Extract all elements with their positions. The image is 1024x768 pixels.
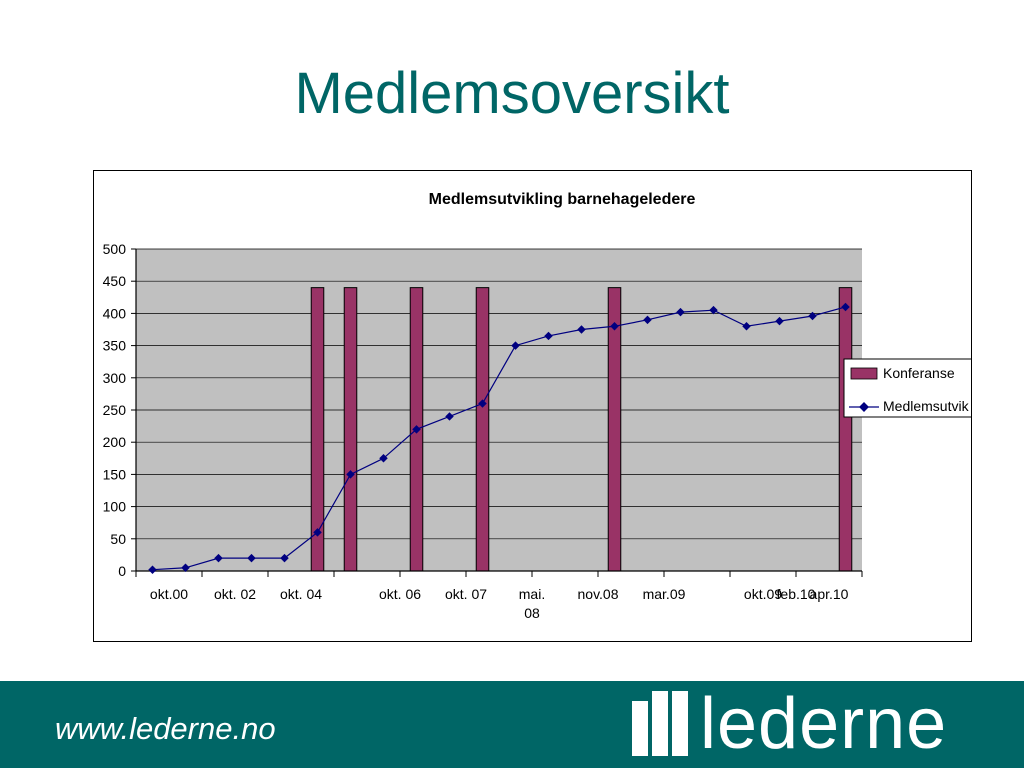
data-point <box>313 528 322 537</box>
y-tick-label: 400 <box>103 305 127 321</box>
slide-title: Medlemsoversikt <box>294 61 730 126</box>
bar <box>475 287 490 572</box>
x-tick-label: mai. 08 <box>519 586 545 621</box>
logo-mark-icon <box>632 691 688 756</box>
chart-svg: Medlemsutvikling barnehageledere 0 50 100 1… <box>103 191 971 621</box>
footer-band: www.lederne.no lederne <box>0 681 1024 768</box>
y-tick-label: 300 <box>103 370 127 386</box>
y-tick-label: 500 <box>103 241 127 257</box>
chart-frame: Medlemsutvikling barnehageledere 0 50 100 1… <box>93 170 972 642</box>
data-point <box>412 425 421 434</box>
lederne-logo: lederne <box>630 684 990 764</box>
data-point <box>478 399 487 408</box>
y-tick-label: 50 <box>110 531 126 547</box>
chart-title: Medlemsutvikling barnehageledere <box>429 191 696 208</box>
data-point <box>148 565 157 574</box>
series-line <box>152 306 846 571</box>
x-tick-label: okt.00 <box>150 586 188 602</box>
x-tick-label: okt. 07 <box>445 586 487 602</box>
data-point <box>280 553 289 563</box>
x-tick-label: nov.08 <box>578 586 619 602</box>
line-series <box>148 302 850 574</box>
data-point <box>742 322 751 331</box>
x-tick-label: mar.09 <box>643 586 686 602</box>
x-tick-label: apr.10 <box>810 586 849 602</box>
data-point <box>610 322 619 331</box>
y-tick-label: 200 <box>103 434 127 450</box>
legend-label-bar: Konferanse <box>883 365 955 381</box>
footer-url[interactable]: www.lederne.no <box>55 711 276 746</box>
data-point <box>511 341 520 350</box>
y-tick-label: 0 <box>118 563 126 579</box>
data-point <box>445 412 454 421</box>
gridlines <box>136 248 862 540</box>
data-point <box>181 563 190 573</box>
data-point <box>346 470 355 479</box>
x-tick-label: okt. 06 <box>379 586 421 602</box>
data-point <box>379 454 388 463</box>
x-tick-label: okt. 04 <box>280 586 322 602</box>
bar <box>838 287 853 572</box>
x-tick-label: feb.10 <box>777 586 816 602</box>
y-tick-label: 450 <box>103 273 127 289</box>
y-tick-label: 100 <box>103 499 127 515</box>
y-axis-ticks: 0 50 100 150 200 250 300 350 400 450 500 <box>103 241 136 579</box>
data-point <box>577 325 586 334</box>
data-point <box>709 305 718 315</box>
y-tick-label: 150 <box>103 466 127 482</box>
legend: Konferanse Medlemsutvik <box>843 358 971 418</box>
x-tick-label: okt. 02 <box>214 586 256 602</box>
legend-label-line: Medlemsutvik <box>883 398 970 414</box>
y-tick-label: 250 <box>103 402 127 418</box>
data-point <box>643 315 652 325</box>
x-tick-label: okt.09 <box>744 586 782 602</box>
data-point <box>676 307 685 317</box>
data-point <box>544 331 553 341</box>
legend-swatch-bar <box>850 367 878 380</box>
logo-text: lederne <box>700 684 948 764</box>
x-axis-ticks: okt.00 okt. 02 okt. 04 okt. 06 okt. 07 mai. 08… <box>150 586 849 621</box>
y-tick-label: 350 <box>103 338 127 354</box>
bar <box>343 287 358 572</box>
bar-series <box>310 287 853 572</box>
